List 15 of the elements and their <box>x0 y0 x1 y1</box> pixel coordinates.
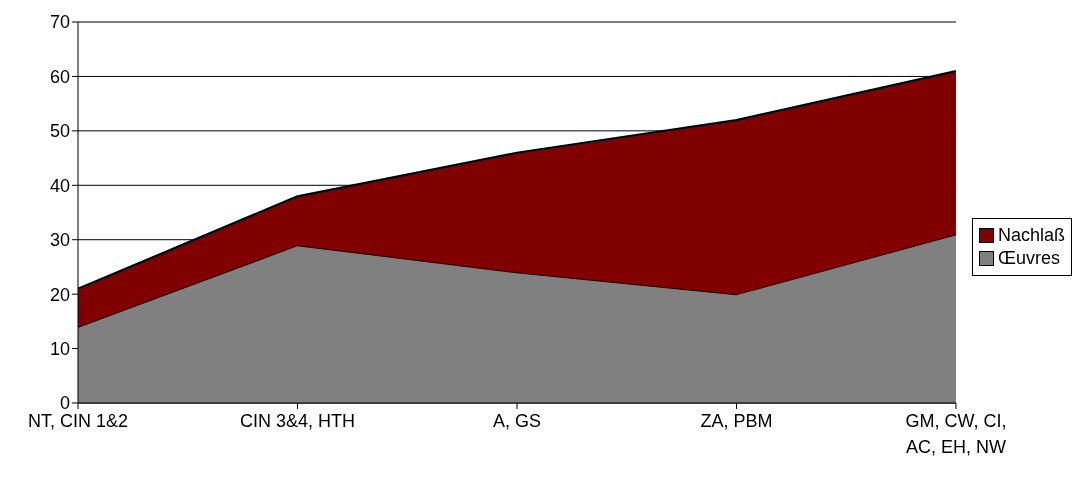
x-tick-label: GM, CW, CI, AC, EH, NW <box>905 411 1007 457</box>
x-tick-label: ZA, PBM <box>700 411 773 431</box>
y-tick-label: 0 <box>59 393 70 414</box>
y-tick-label: 30 <box>49 230 70 251</box>
legend-label: Œuvres <box>997 247 1060 269</box>
x-tick-label: A, GS <box>492 411 541 431</box>
y-tick-label: 40 <box>49 175 70 196</box>
x-tick-label: NT, CIN 1&2 <box>27 411 129 431</box>
y-tick-label: 20 <box>49 284 70 305</box>
y-tick-label: 60 <box>49 66 70 87</box>
x-tick-label: CIN 3&4, HTH <box>239 411 356 431</box>
y-tick-label: 50 <box>49 121 70 142</box>
legend-label: Nachlaß <box>997 224 1065 246</box>
y-tick-label: 10 <box>49 338 70 359</box>
y-tick-label: 70 <box>49 12 70 33</box>
